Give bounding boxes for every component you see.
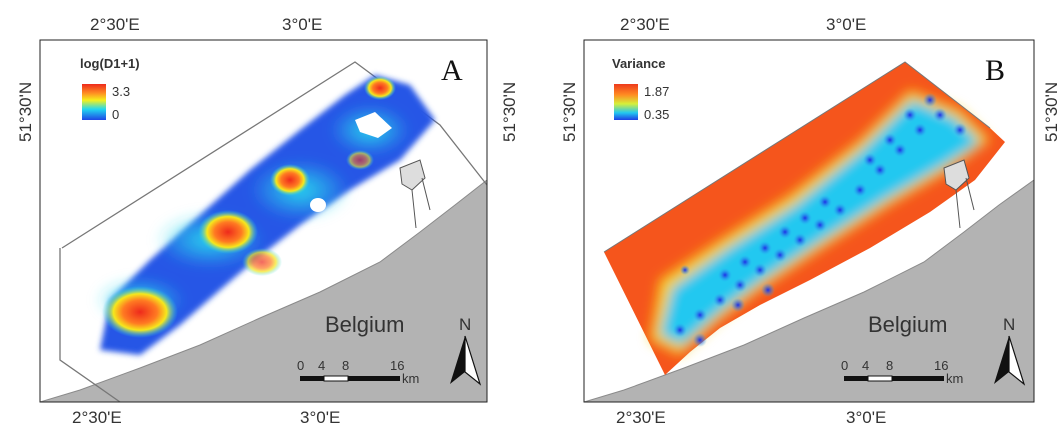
- land-belgium-b: [584, 179, 1034, 402]
- map-panel-b: Variance 1.87 0.35 B 2°30'E 3°0'E 2°30'E…: [560, 15, 1061, 427]
- panel-letter-a: A: [441, 54, 463, 87]
- lat-label-right-b: 51°30'N: [1042, 82, 1061, 142]
- legend-ramp-a: [82, 84, 106, 120]
- density-field-a: [95, 75, 435, 355]
- port-structure-b: [943, 159, 975, 229]
- country-label-a: Belgium: [325, 312, 404, 337]
- north-arrow-b: N: [994, 315, 1026, 386]
- legend-min-a: 0: [112, 107, 119, 122]
- lon-label-top-1-a: 2°30'E: [90, 15, 140, 34]
- scale-tick-4-a: 4: [318, 358, 325, 373]
- scale-tick-16-b: 16: [934, 358, 948, 373]
- scale-tick-8-b: 8: [886, 358, 893, 373]
- scale-tick-0-b: 0: [841, 358, 848, 373]
- panel-letter-b: B: [985, 54, 1005, 87]
- country-label-b: Belgium: [868, 312, 947, 337]
- legend-title-a: log(D1+1): [80, 56, 140, 71]
- legend-ramp-b: [614, 84, 638, 120]
- lat-label-left-b: 51°30'N: [560, 82, 579, 142]
- land-belgium-a: [40, 179, 487, 402]
- legend-title-b: Variance: [612, 56, 666, 71]
- lon-label-bottom-1-a: 2°30'E: [72, 408, 122, 427]
- scale-unit-b: km: [946, 371, 963, 386]
- lon-label-bottom-2-b: 3°0'E: [846, 408, 886, 427]
- map-panel-a: log(D1+1) 3.3 0 A 2°30'E 3°0'E 2°30'E 3°…: [16, 15, 519, 427]
- north-arrow-a: N: [450, 315, 482, 386]
- scale-bar-b: 0 4 8 16 km: [841, 358, 963, 386]
- scale-tick-8-a: 8: [342, 358, 349, 373]
- lon-label-bottom-1-b: 2°30'E: [616, 408, 666, 427]
- lon-label-top-2-b: 3°0'E: [826, 15, 866, 34]
- lon-label-top-1-b: 2°30'E: [620, 15, 670, 34]
- lon-label-bottom-2-a: 3°0'E: [300, 408, 340, 427]
- scale-unit-a: km: [402, 371, 419, 386]
- legend-max-a: 3.3: [112, 84, 130, 99]
- north-label-a: N: [459, 315, 471, 334]
- legend-a: log(D1+1) 3.3 0: [80, 56, 140, 122]
- port-structure-a: [399, 159, 431, 229]
- map-frame-a: [39, 39, 488, 403]
- legend-b: Variance 1.87 0.35: [612, 56, 669, 122]
- sample-points-b: [673, 93, 967, 347]
- study-area-outline-b: [603, 61, 991, 253]
- scale-bar-a: 0 4 8 16 km: [297, 358, 419, 386]
- legend-min-b: 0.35: [644, 107, 669, 122]
- lon-label-top-2-a: 3°0'E: [282, 15, 322, 34]
- lat-label-right-a: 51°30'N: [500, 82, 519, 142]
- map-frame-b: [583, 39, 1035, 403]
- scale-tick-0-a: 0: [297, 358, 304, 373]
- scale-tick-4-b: 4: [862, 358, 869, 373]
- legend-max-b: 1.87: [644, 84, 669, 99]
- scale-tick-16-a: 16: [390, 358, 404, 373]
- lat-label-left-a: 51°30'N: [16, 82, 35, 142]
- north-label-b: N: [1003, 315, 1015, 334]
